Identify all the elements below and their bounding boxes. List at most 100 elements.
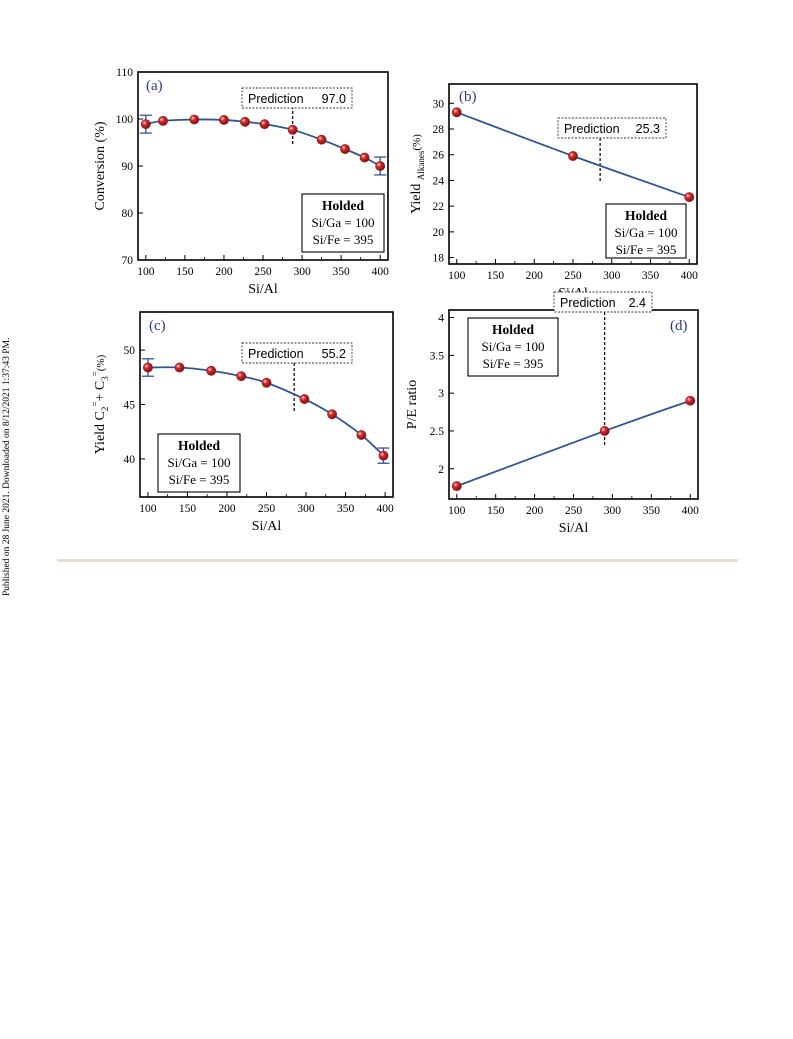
x-axis-label: Si/Al	[252, 519, 282, 534]
data-point	[685, 395, 696, 406]
y-tick-label: 70	[122, 255, 134, 267]
legend-entry: Si/Fe = 395	[169, 472, 230, 487]
panel-label: (c)	[149, 318, 166, 334]
y-tick-label: 2	[438, 464, 444, 476]
panel-label: (d)	[670, 318, 688, 334]
data-point	[451, 481, 462, 492]
data-point	[259, 119, 270, 130]
y-tick-label: 28	[433, 124, 445, 136]
x-tick-label: 200	[218, 503, 236, 515]
prediction-label: Prediction	[564, 122, 620, 136]
y-tick-label: 26	[433, 150, 445, 162]
legend-entry: Si/Fe = 395	[616, 242, 677, 257]
x-tick-label: 250	[565, 505, 583, 517]
prediction-value: 97.0	[322, 92, 346, 106]
y-tick-label: 22	[433, 201, 445, 213]
legend-entry: Si/Ga = 100	[615, 225, 678, 240]
y-tick-label: 18	[433, 253, 445, 265]
x-tick-label: 100	[137, 266, 155, 278]
x-tick-label: 400	[376, 503, 394, 515]
data-point	[316, 134, 327, 145]
x-tick-label: 400	[372, 266, 390, 278]
x-axis-label: Si/Al	[248, 282, 278, 297]
chart-panel-a: 100 150 200 250 300 350 400 70 80 90 100 110 Si/Al Co…	[93, 67, 389, 297]
x-tick-label: 250	[258, 503, 276, 515]
x-tick-label: 150	[487, 270, 505, 282]
x-tick-label: 250	[254, 266, 272, 278]
x-tick-label: 300	[603, 270, 621, 282]
legend-entry: Si/Ga = 100	[168, 455, 231, 470]
data-point	[299, 394, 310, 404]
y-axis-label: Yield Alkanes(%)	[409, 134, 426, 214]
chart-panel-c: 100 150 200 250 300 350 400 40 45 50 Si/Al Yield C2…	[90, 311, 394, 534]
y-tick-label: 2.5	[430, 426, 445, 438]
data-point	[356, 430, 367, 440]
data-point	[599, 426, 610, 436]
y-tick-label: 45	[124, 400, 136, 412]
x-tick-label: 350	[333, 266, 351, 278]
legend-entry: Si/Ga = 100	[482, 339, 545, 354]
data-point	[375, 161, 386, 171]
y-tick-label: 3	[438, 388, 444, 400]
prediction-box	[553, 291, 653, 313]
prediction-box	[557, 117, 667, 139]
data-point	[340, 144, 350, 154]
x-tick-label: 150	[176, 266, 194, 278]
section-divider	[57, 559, 738, 562]
y-axis-label: Yield C2=+ C3=(%)	[90, 354, 110, 454]
data-point	[451, 107, 462, 118]
data-point	[359, 152, 370, 163]
x-tick-label: 300	[604, 505, 622, 517]
x-tick-label: 350	[337, 503, 355, 515]
x-axis-label: Si/Al	[559, 521, 589, 536]
prediction-value: 25.3	[636, 122, 660, 136]
y-tick-label: 4	[438, 313, 444, 325]
y-tick-label: 90	[122, 161, 134, 173]
y-tick-label: 110	[116, 67, 133, 79]
x-tick-label: 150	[487, 505, 505, 517]
data-point	[568, 151, 578, 161]
prediction-label: Prediction	[248, 347, 304, 361]
x-tick-label: 300	[297, 503, 315, 515]
x-tick-label: 350	[643, 505, 661, 517]
prediction-value: 2.4	[629, 296, 646, 310]
legend-box	[157, 433, 241, 493]
x-tick-label: 200	[526, 505, 544, 517]
panel-label: (a)	[146, 78, 163, 94]
prediction-label: Prediction	[248, 92, 304, 106]
data-point	[378, 450, 389, 461]
y-tick-label: 80	[122, 208, 134, 220]
x-tick-label: 200	[215, 266, 233, 278]
legend-box	[467, 317, 559, 377]
prediction-box	[241, 87, 353, 109]
x-tick-label: 400	[682, 505, 700, 517]
legend-entry: Si/Ga = 100	[312, 215, 375, 230]
prediction-label: Prediction	[560, 296, 616, 310]
x-tick-label: 100	[448, 505, 466, 517]
chart-panel-d: 100 150 200 250 300 350 400 2 2.5 3 3.5 4 Si/Al P/E r…	[405, 291, 700, 536]
data-point	[236, 371, 247, 382]
prediction-value: 55.2	[322, 347, 346, 361]
prediction-box	[241, 342, 353, 364]
legend-title: Holded	[492, 322, 535, 337]
x-tick-label: 250	[564, 270, 582, 282]
legend-entry: Si/Fe = 395	[313, 232, 374, 247]
x-tick-label: 400	[681, 270, 699, 282]
x-tick-label: 100	[448, 270, 466, 282]
y-tick-label: 24	[433, 175, 445, 187]
data-point	[189, 114, 200, 125]
data-point	[158, 115, 168, 126]
legend-box	[301, 193, 385, 253]
x-tick-label: 300	[293, 266, 311, 278]
y-tick-label: 3.5	[430, 350, 445, 362]
x-tick-label: 100	[139, 503, 157, 515]
data-point	[684, 192, 695, 203]
y-tick-label: 50	[124, 345, 136, 357]
x-tick-label: 200	[526, 270, 544, 282]
x-tick-label: 150	[179, 503, 197, 515]
y-tick-label: 20	[433, 227, 445, 239]
panel-label: (b)	[459, 89, 477, 105]
data-point	[174, 362, 185, 373]
chart-panel-b: 10015020025030035040018202224262830Si/Al…	[409, 83, 699, 301]
x-tick-label: 350	[642, 270, 660, 282]
